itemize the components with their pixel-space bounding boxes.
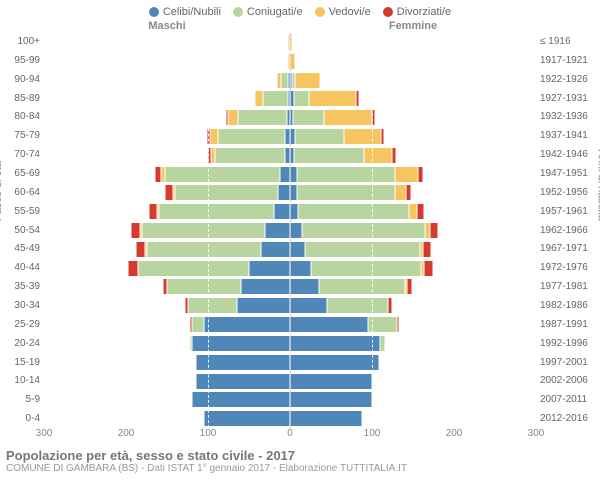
x-axis: 3002001000100200300 bbox=[0, 428, 600, 442]
pyramid-plot bbox=[44, 32, 536, 428]
header-female: Femmine bbox=[290, 20, 536, 32]
age-labels: 100+95-9990-9485-8980-8475-7970-7465-696… bbox=[0, 32, 44, 428]
legend: Celibi/Nubili Coniugati/e Vedovi/e Divorzia… bbox=[0, 0, 600, 20]
chart-subtitle: COMUNE DI GAMBARA (BS) - Dati ISTAT 1° g… bbox=[6, 463, 594, 474]
header-male: Maschi bbox=[44, 20, 290, 32]
chart-title: Popolazione per età, sesso e stato civil… bbox=[6, 448, 594, 463]
birth-year-labels: ≤ 19161917-19211922-19261927-19311932-19… bbox=[536, 32, 600, 428]
column-headers: Maschi Femmine bbox=[0, 20, 600, 32]
legend-item: Coniugati/e bbox=[233, 6, 303, 18]
legend-item: Divorziati/e bbox=[383, 6, 451, 18]
legend-item: Celibi/Nubili bbox=[149, 6, 221, 18]
legend-item: Vedovi/e bbox=[315, 6, 371, 18]
